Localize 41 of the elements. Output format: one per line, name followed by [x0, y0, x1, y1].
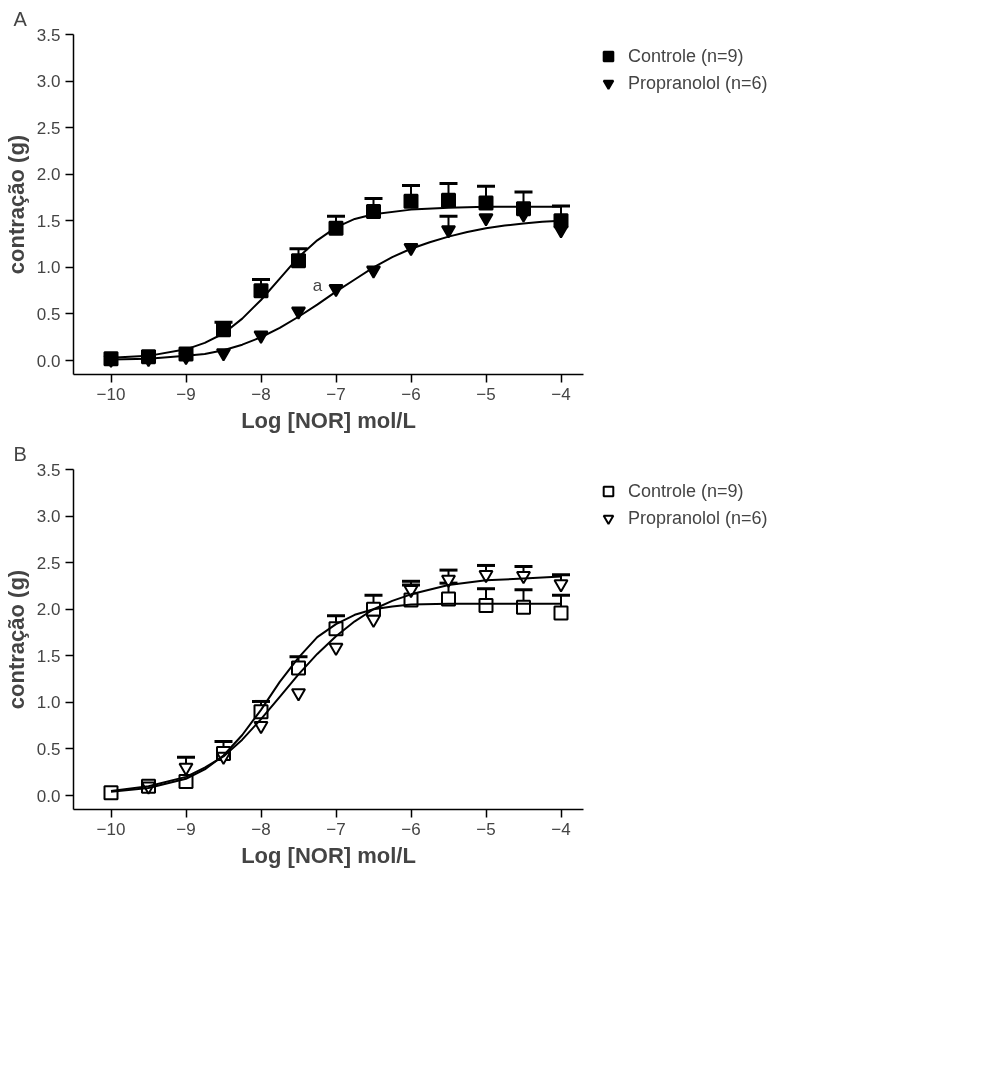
x-tick-label: −8 — [251, 384, 271, 404]
y-axis-title: contração (g) — [3, 134, 29, 275]
x-tick-label: −10 — [96, 384, 126, 404]
x-tick-label: −9 — [176, 819, 196, 839]
y-tick-label: 0.5 — [36, 739, 61, 759]
x-tick-label: −4 — [551, 819, 571, 839]
y-tick-label: 3.5 — [36, 25, 61, 45]
y-tick-label: 0.0 — [36, 786, 61, 806]
x-axis-title: Log [NOR] mol/L — [241, 407, 416, 433]
chart-title: B — [13, 442, 27, 465]
x-tick-label: −9 — [176, 384, 196, 404]
y-tick-label: 0.0 — [36, 351, 61, 371]
y-tick-label: 2.0 — [36, 600, 61, 620]
annotation: a — [312, 275, 323, 295]
legend-label: Propranolol (n=6) — [628, 72, 768, 94]
x-tick-label: −7 — [326, 819, 346, 839]
y-tick-label: 2.5 — [36, 118, 61, 138]
x-tick-label: −7 — [326, 384, 346, 404]
x-tick-label: −10 — [96, 819, 126, 839]
y-tick-label: 2.0 — [36, 165, 61, 185]
legend-label: Controle (n=9) — [628, 480, 744, 502]
x-tick-label: −6 — [401, 384, 421, 404]
y-axis-title: contração (g) — [3, 569, 29, 710]
legend-label: Propranolol (n=6) — [628, 507, 768, 529]
y-tick-label: 1.5 — [36, 646, 61, 666]
x-tick-label: −6 — [401, 819, 421, 839]
x-tick-label: −5 — [476, 384, 496, 404]
x-tick-label: −5 — [476, 819, 496, 839]
legend-label: Controle (n=9) — [628, 45, 744, 67]
x-axis-title: Log [NOR] mol/L — [241, 842, 416, 868]
x-tick-label: −8 — [251, 819, 271, 839]
y-tick-label: 3.5 — [36, 460, 61, 480]
y-tick-label: 1.0 — [36, 258, 61, 278]
y-tick-label: 0.5 — [36, 304, 61, 324]
y-tick-label: 1.0 — [36, 693, 61, 713]
y-tick-label: 1.5 — [36, 211, 61, 231]
y-tick-label: 3.0 — [36, 72, 61, 92]
y-tick-label: 2.5 — [36, 553, 61, 573]
x-tick-label: −4 — [551, 384, 571, 404]
chart-title: A — [13, 7, 28, 30]
y-tick-label: 3.0 — [36, 507, 61, 527]
